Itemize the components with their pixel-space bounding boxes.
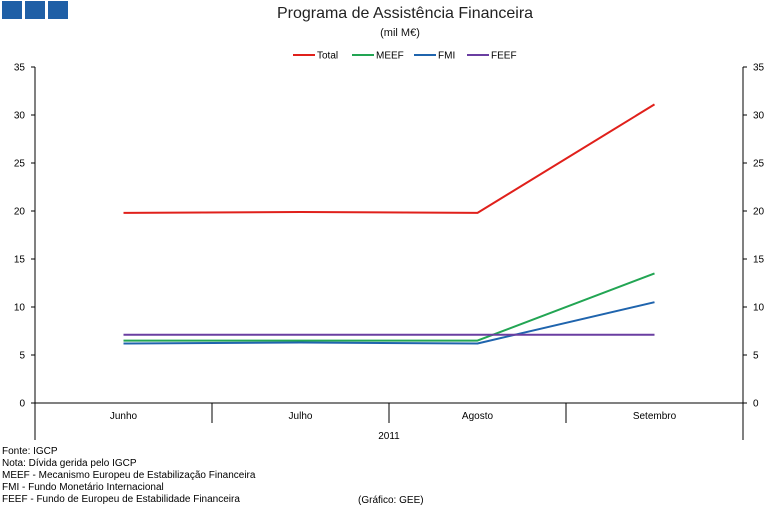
y-tick-label-right: 35 — [753, 63, 765, 74]
y-tick-label-left: 30 — [14, 111, 26, 122]
y-tick-label-right: 30 — [753, 111, 765, 122]
series-line-meef — [123, 272, 655, 342]
series-line-fmi — [123, 301, 655, 345]
chart-credit: (Gráfico: GEE) — [358, 495, 424, 506]
x-group-label: 2011 — [378, 431, 400, 442]
legend-label-total: Total — [317, 51, 338, 62]
chart-title: Programa de Assistência Financeira — [276, 5, 534, 22]
legend-label-fmi: FMI — [438, 51, 455, 62]
logo-square — [2, 1, 22, 19]
legend-label-meef: MEEF — [376, 51, 404, 62]
y-tick-label-left: 25 — [14, 159, 26, 170]
legend-label-feef: FEEF — [491, 51, 517, 62]
x-tick-label: Junho — [110, 411, 138, 422]
x-tick-label: Setembro — [633, 411, 677, 422]
y-tick-label-right: 10 — [753, 303, 765, 314]
logo — [2, 1, 68, 19]
footnote-meef: MEEF - Mecanismo Europeu de Estabilizaçã… — [2, 470, 256, 481]
y-tick-label-left: 5 — [19, 351, 25, 362]
y-tick-label-right: 5 — [753, 351, 759, 362]
x-tick-label: Agosto — [462, 411, 494, 422]
footnotes: Fonte: IGCP Nota: Dívida gerida pelo IGC… — [2, 446, 255, 506]
y-tick-label-left: 10 — [14, 303, 26, 314]
series-line-total — [123, 103, 656, 214]
y-tick-label-right: 0 — [753, 399, 759, 410]
y-tick-label-left: 0 — [19, 399, 25, 410]
y-tick-label-right: 20 — [753, 207, 765, 218]
line-chart: 0 0 5 5 10 10 15 15 20 20 25 25 30 30 35 35 Junho Julho Ag… — [14, 51, 765, 443]
y-tick-label-right: 25 — [753, 159, 765, 170]
footnote-source: Fonte: IGCP — [2, 446, 58, 457]
y-tick-label-left: 15 — [14, 255, 26, 266]
logo-square — [48, 1, 68, 19]
footnote-note: Nota: Dívida gerida pelo IGCP — [2, 458, 137, 469]
chart-subtitle: (mil M€) — [380, 27, 420, 39]
y-tick-label-left: 35 — [14, 63, 26, 74]
y-tick-label-right: 15 — [753, 255, 765, 266]
x-tick-label: Julho — [289, 411, 313, 422]
logo-square — [25, 1, 45, 19]
y-tick-label-left: 20 — [14, 207, 26, 218]
footnote-fmi: FMI - Fundo Monetário Internacional — [2, 482, 164, 493]
footnote-feef: FEEF - Fundo de Europeu de Estabilidade … — [2, 494, 240, 505]
